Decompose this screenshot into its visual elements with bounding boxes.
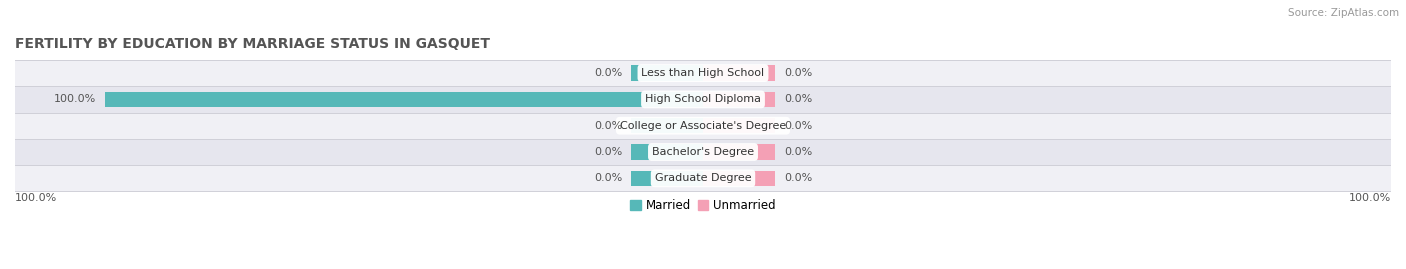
Text: 100.0%: 100.0% [1348,193,1391,203]
Bar [631,144,703,160]
Text: 0.0%: 0.0% [783,173,813,183]
Bar [15,112,1391,139]
Bar [15,60,1391,86]
Text: 0.0%: 0.0% [593,147,623,157]
Text: 100.0%: 100.0% [53,94,96,104]
Bar [104,92,703,107]
Bar [15,165,1391,192]
Text: Graduate Degree: Graduate Degree [655,173,751,183]
Text: FERTILITY BY EDUCATION BY MARRIAGE STATUS IN GASQUET: FERTILITY BY EDUCATION BY MARRIAGE STATU… [15,37,491,51]
Text: 0.0%: 0.0% [783,68,813,78]
Bar [703,92,775,107]
Bar [703,171,775,186]
Bar [631,65,703,81]
Bar [703,144,775,160]
Text: Bachelor's Degree: Bachelor's Degree [652,147,754,157]
Bar [703,65,775,81]
Text: 100.0%: 100.0% [15,193,58,203]
Text: 0.0%: 0.0% [593,68,623,78]
Text: High School Diploma: High School Diploma [645,94,761,104]
Text: 0.0%: 0.0% [783,94,813,104]
Bar [15,86,1391,112]
Text: 0.0%: 0.0% [783,147,813,157]
Text: Source: ZipAtlas.com: Source: ZipAtlas.com [1288,8,1399,18]
Text: 0.0%: 0.0% [593,121,623,131]
Bar [631,118,703,133]
Bar [15,139,1391,165]
Text: 0.0%: 0.0% [593,173,623,183]
Text: 0.0%: 0.0% [783,121,813,131]
Bar [703,118,775,133]
Legend: Married, Unmarried: Married, Unmarried [626,194,780,217]
Text: Less than High School: Less than High School [641,68,765,78]
Text: College or Associate's Degree: College or Associate's Degree [620,121,786,131]
Bar [631,171,703,186]
